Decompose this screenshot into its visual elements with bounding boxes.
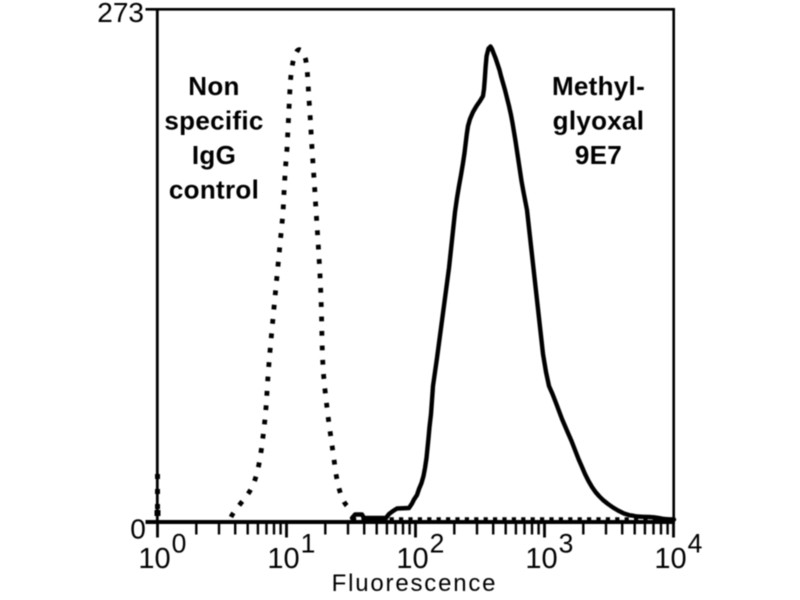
svg-text:IgG: IgG xyxy=(192,140,236,170)
svg-text:Fluorescence: Fluorescence xyxy=(332,570,498,597)
svg-text:273: 273 xyxy=(97,0,144,28)
svg-text:10: 10 xyxy=(138,543,170,575)
svg-text:4: 4 xyxy=(688,529,703,559)
svg-text:1: 1 xyxy=(301,529,316,559)
svg-text:9E7: 9E7 xyxy=(575,140,622,170)
svg-text:specific: specific xyxy=(164,106,263,136)
svg-text:0: 0 xyxy=(172,529,187,559)
svg-text:10: 10 xyxy=(267,543,299,575)
svg-text:3: 3 xyxy=(559,529,574,559)
svg-text:glyoxal: glyoxal xyxy=(553,106,645,136)
svg-text:Non: Non xyxy=(188,71,239,101)
svg-text:2: 2 xyxy=(430,529,445,559)
svg-text:10: 10 xyxy=(525,543,557,575)
svg-text:Methyl-: Methyl- xyxy=(552,71,645,101)
svg-text:10: 10 xyxy=(654,543,686,575)
svg-text:10: 10 xyxy=(396,543,428,575)
svg-text:0: 0 xyxy=(130,514,146,545)
svg-text:control: control xyxy=(169,175,259,205)
